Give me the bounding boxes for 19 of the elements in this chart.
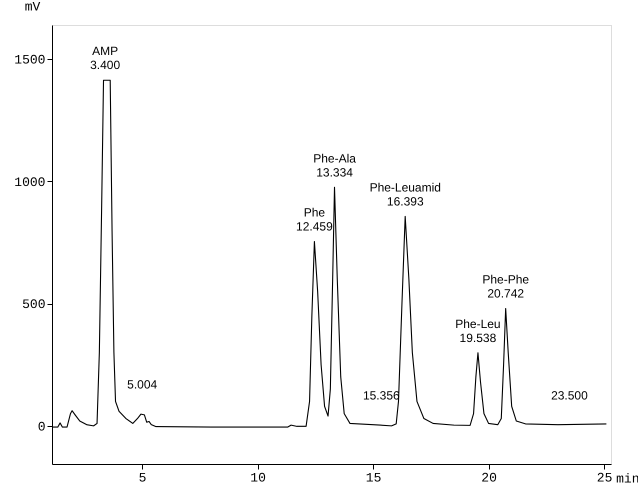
annotation: 5.004 [127, 378, 158, 392]
y-tick-label: 500 [22, 297, 46, 312]
annotation: Phe 12.459 [296, 206, 334, 234]
y-axis-title: mV [24, 0, 40, 14]
annotation: Phe-Leu 19.538 [455, 316, 501, 345]
y-tick-label: 0 [38, 419, 46, 434]
x-axis-title: min [616, 472, 639, 484]
x-tick-label: 5 [138, 470, 146, 484]
annotation: Phe-Leuamid 16.393 [370, 180, 441, 208]
annotation: Phe-Ala 13.334 [313, 151, 356, 180]
y-tick-label: 1000 [14, 174, 46, 190]
annotation: AMP 3.400 [90, 44, 120, 72]
annotation: Phe-Phe 20.742 [482, 272, 530, 301]
x-tick-label: 25 [596, 470, 612, 484]
annotation: 23.500 [551, 388, 588, 403]
x-tick-label: 15 [366, 470, 382, 484]
x-tick-label: 20 [481, 470, 497, 484]
x-tick-label: 10 [250, 470, 266, 484]
y-tick-label: 1500 [14, 52, 46, 68]
